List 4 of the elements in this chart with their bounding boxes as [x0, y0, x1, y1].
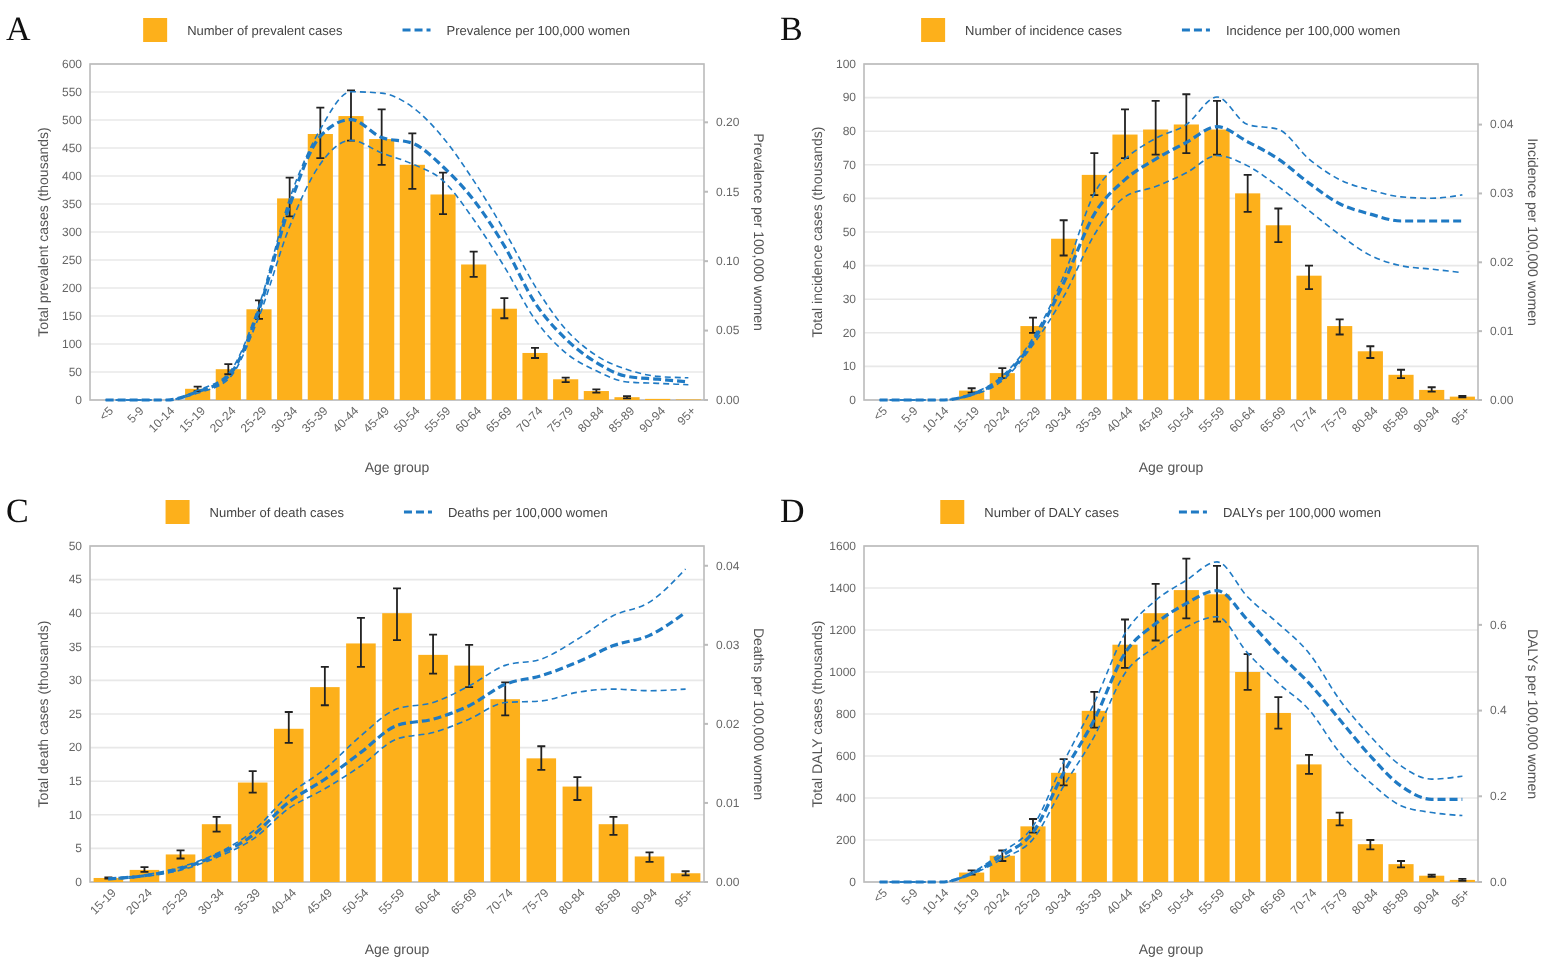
chart-title: A	[6, 10, 32, 48]
chart-title: D	[780, 492, 805, 530]
chart-title: B	[780, 10, 803, 48]
chart-title: C	[6, 492, 29, 530]
